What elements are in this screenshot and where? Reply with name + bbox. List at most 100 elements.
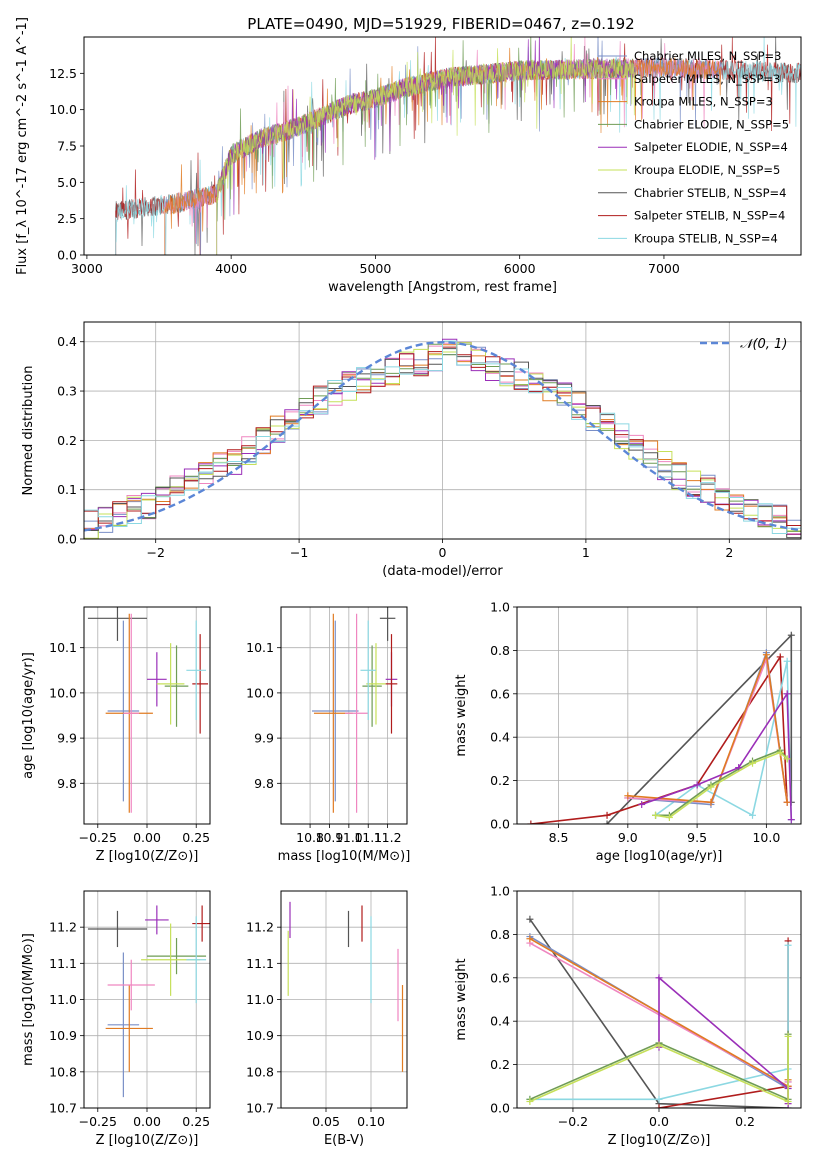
y-tick-label: 10.0: [49, 685, 77, 700]
weight-point-kroupa-stelib: [784, 941, 792, 949]
y-tick-label: 1.0: [490, 600, 510, 615]
errorbar-chabrier-stelib: [87, 910, 147, 948]
weight-point-kroupa-elodie: [665, 813, 673, 821]
histogram-kroupa-stelib: [84, 340, 801, 534]
errorbar-salpeter-miles: [107, 959, 155, 1011]
y-tick-label: 7.5: [57, 139, 77, 154]
errorbar-chabrier-elodie: [164, 645, 189, 727]
y-tick-label: 9.8: [254, 776, 274, 791]
errorbar-kroupa-stelib: [186, 916, 207, 1004]
errorbars: [87, 607, 209, 813]
x-axis-label: Z [log10(Z/Z⊙)]: [96, 849, 199, 864]
y-tick-label: 0.8: [490, 643, 510, 658]
errorbar-chabrier-miles: [107, 952, 140, 1098]
weight-point-salpeter-stelib: [655, 1104, 663, 1108]
plots-group: 3000 4000 5000 6000 70000.02.55.07.510.012.5…: [15, 17, 802, 1148]
weight-point-kroupa-elodie: [783, 755, 791, 763]
y-tick-label: 12.5: [49, 66, 77, 81]
weight-point-kroupa-elodie: [655, 1041, 663, 1049]
weight-lines: [527, 631, 795, 824]
x-tick-label: 9.0: [618, 830, 638, 845]
weight-point-kroupa-miles: [707, 798, 715, 806]
legend-entry: Kroupa STELIB, N_SSP=4: [634, 231, 778, 245]
y-tick-label: 0.0: [57, 532, 77, 547]
weight-point-kroupa-miles: [624, 792, 632, 800]
weight-point-kroupa-miles: [526, 935, 534, 943]
errorbar-kroupa-stelib: [186, 620, 207, 721]
axes-frame: [280, 890, 408, 1109]
axes-mass-vs-Z: −0.25 0.00 0.25 10.7 10.8 10.9 11.0 11.1 11.2 Z […: [21, 890, 211, 1148]
axes-spectrum: 3000 4000 5000 6000 7000 0.0 2.5 5.0 7.5 10.0 12.5…: [15, 17, 802, 295]
x-tick-label: 9.5: [687, 830, 707, 845]
errorbar-chabrier-elodie: [362, 645, 382, 727]
legend-entry: Salpeter STELIB, N_SSP=4: [634, 209, 785, 223]
spectrum-lines: [115, 37, 801, 255]
errorbar-salpeter-elodie: [145, 905, 169, 935]
weight-point-salpeter-elodie: [783, 690, 791, 698]
y-tick-label: 11.1: [49, 956, 77, 971]
y-tick-label: 0.1: [57, 482, 77, 497]
x-tick-label: 0.05: [312, 1114, 340, 1129]
y-tick-label: 11.2: [246, 920, 274, 935]
axes-frame: [83, 36, 802, 256]
x-tick-label: 10.8: [296, 830, 324, 845]
y-tick-label: 0.4: [490, 730, 510, 745]
x-tick-label: 0.10: [357, 1114, 385, 1129]
weight-line-kroupa-miles: [627, 654, 788, 804]
x-tick-label: 0.0: [649, 1114, 669, 1129]
axes-frame: [83, 890, 211, 1109]
errorbar-chabrier-miles: [107, 620, 140, 802]
x-tick-label: −0.25: [79, 1114, 117, 1129]
x-axis-label: mass [log10(M/M⊙)]: [278, 849, 411, 864]
y-axis-label: age [log10(age/yr)]: [21, 652, 36, 779]
y-tick-label: 10.7: [49, 1101, 77, 1116]
spectrum-line-kroupa-elodie: [216, 37, 636, 255]
histogram-lines: [84, 338, 801, 539]
axes-frame: [83, 321, 802, 540]
legend-entry: Chabrier MILES, N_SSP=3: [634, 49, 781, 63]
errorbars: [87, 905, 210, 1098]
legend-entry: Salpeter MILES, N_SSP=3: [634, 72, 780, 86]
y-axis-label: mass weight: [454, 674, 469, 756]
x-axis-label: (data-model)/error: [382, 564, 503, 579]
y-tick-label: 0.0: [490, 1101, 510, 1116]
errorbar-kroupa-stelib: [360, 620, 376, 721]
y-tick-label: 10.0: [49, 102, 77, 117]
axes-age-vs-mass: 10.810.911.011.111.2 9.8 9.9 10.0 10.1 mass […: [246, 606, 411, 864]
weight-point-kroupa-elodie: [776, 748, 784, 756]
weight-lines: [526, 915, 792, 1108]
x-tick-label: 11.1: [354, 830, 382, 845]
errorbar-kroupa-elodie: [156, 643, 185, 725]
y-tick-label: 0.2: [57, 433, 77, 448]
errorbar-kroupa-elodie: [366, 643, 386, 725]
y-axis-label: Flux [f_λ 10^-17 erg cm^-2 s^-1 A^-1]: [15, 17, 30, 275]
legend-entry: 𝒩(0, 1): [740, 337, 787, 352]
x-axis-label: wavelength [Angstrom, rest frame]: [328, 280, 557, 295]
weight-point-kroupa-elodie: [784, 1032, 792, 1040]
y-axis-label: Normed distribution: [21, 366, 36, 496]
errorbar-salpeter-miles: [344, 613, 369, 813]
weight-point-salpeter-stelib: [776, 653, 784, 661]
y-tick-label: 2.5: [57, 211, 77, 226]
y-tick-label: 10.1: [246, 640, 274, 655]
legend-entry: Chabrier ELODIE, N_SSP=5: [634, 117, 789, 131]
x-tick-label: 10.9: [316, 830, 344, 845]
errorbar-salpeter-elodie: [147, 652, 167, 707]
weight-point-kroupa-miles: [762, 651, 770, 659]
y-tick-label: 0.6: [490, 686, 510, 701]
x-axis-label: Z [log10(Z/Z⊙)]: [608, 1133, 711, 1148]
x-tick-label: 0.2: [735, 1114, 755, 1129]
y-axis-label: mass weight: [454, 958, 469, 1040]
weight-point-kroupa-elodie: [784, 1097, 792, 1105]
legend-entry: Kroupa ELODIE, N_SSP=5: [634, 163, 780, 177]
y-tick-label: 10.8: [246, 1064, 274, 1079]
y-tick-label: 0.6: [490, 970, 510, 985]
legend-entry: Salpeter ELODIE, N_SSP=4: [634, 140, 788, 154]
y-tick-label: 5.0: [57, 175, 77, 190]
axes-residuals: −2 −1 0 1 2 0.0 0.1 0.2 0.3 0.4 𝒩(0, 1) (data-model…: [21, 321, 802, 579]
weight-point-kroupa-elodie: [707, 783, 715, 791]
x-tick-label: 0.00: [133, 830, 161, 845]
x-tick-label: 0.00: [133, 1114, 161, 1129]
weight-line-kroupa-elodie: [529, 1036, 789, 1103]
